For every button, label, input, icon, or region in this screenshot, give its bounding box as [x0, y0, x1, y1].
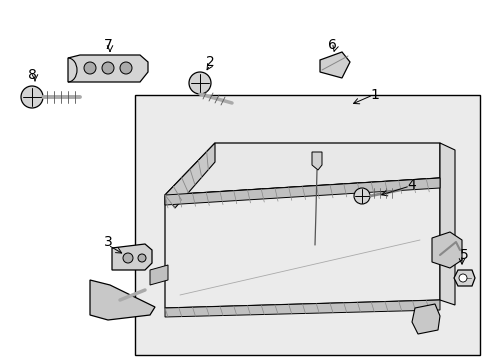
Polygon shape — [164, 143, 215, 208]
Text: 1: 1 — [369, 88, 378, 102]
Text: 7: 7 — [103, 38, 112, 52]
Text: 6: 6 — [327, 38, 336, 52]
Polygon shape — [431, 232, 461, 268]
Text: 8: 8 — [27, 68, 37, 82]
Circle shape — [138, 254, 146, 262]
Polygon shape — [164, 178, 439, 205]
Circle shape — [84, 62, 96, 74]
Polygon shape — [411, 304, 439, 334]
Text: 2: 2 — [205, 55, 214, 69]
Text: 3: 3 — [103, 235, 112, 249]
Text: 4: 4 — [406, 178, 415, 192]
Polygon shape — [90, 280, 155, 320]
Circle shape — [458, 274, 466, 282]
Circle shape — [353, 188, 369, 204]
Circle shape — [123, 253, 133, 263]
Circle shape — [189, 72, 210, 94]
Polygon shape — [164, 178, 439, 308]
Polygon shape — [439, 143, 454, 305]
Circle shape — [102, 62, 114, 74]
Polygon shape — [311, 152, 321, 170]
Polygon shape — [112, 244, 152, 270]
Polygon shape — [164, 143, 439, 195]
Polygon shape — [164, 300, 439, 317]
Bar — [135, 95, 479, 355]
Polygon shape — [68, 55, 148, 82]
Circle shape — [120, 62, 132, 74]
Polygon shape — [319, 52, 349, 78]
Text: 5: 5 — [459, 248, 468, 262]
Circle shape — [21, 86, 43, 108]
Polygon shape — [453, 270, 474, 286]
Polygon shape — [150, 265, 168, 285]
